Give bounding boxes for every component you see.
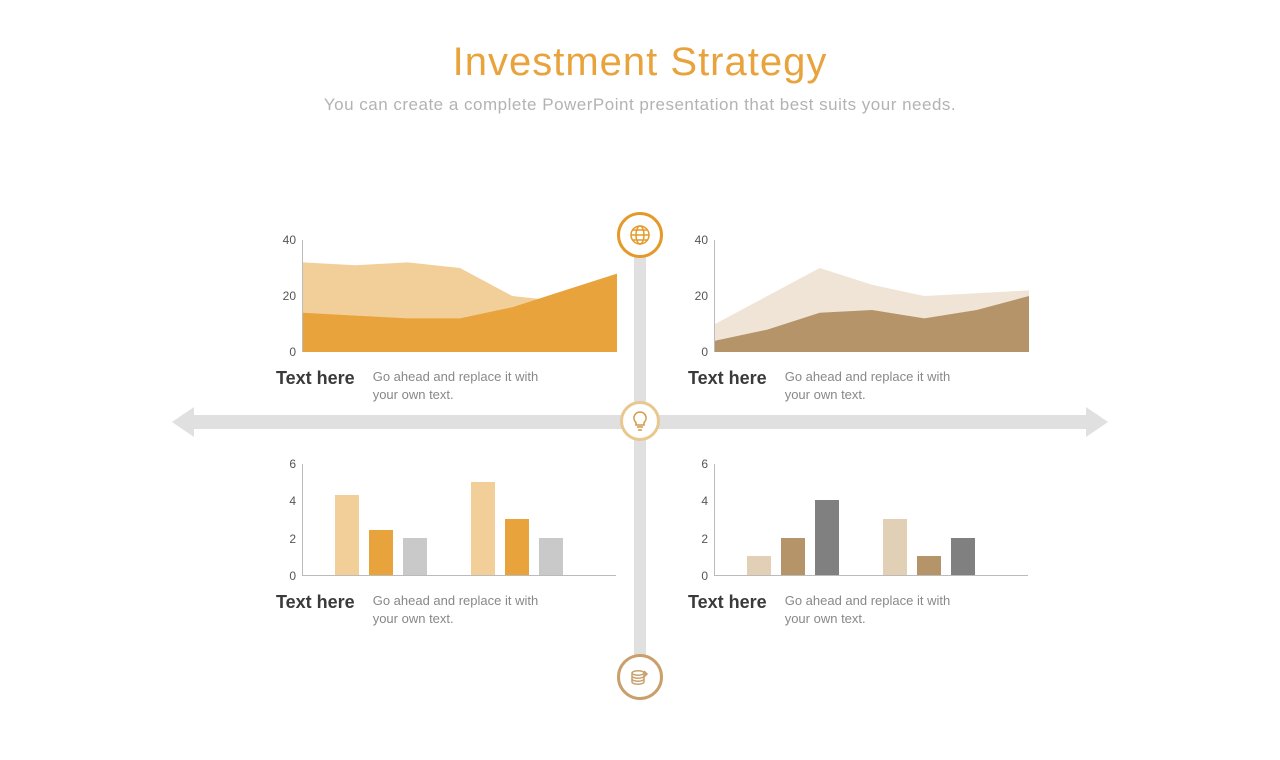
quad-label: Text here [688,368,767,404]
bar-chart-bl: 0246 [276,464,616,576]
node-top [617,212,663,258]
arrow-left-icon [172,407,194,437]
coins-icon [628,665,652,689]
bar [951,538,975,575]
yticks: 0246 [266,464,296,576]
globe-icon [628,223,652,247]
yticks: 0246 [678,464,708,576]
quadrant-top-right: 02040 Text here Go ahead and replace it … [688,240,1028,404]
ytick-label: 20 [695,289,708,303]
area-svg [715,240,1029,352]
quad-label: Text here [276,368,355,404]
quad-label: Text here [276,592,355,628]
quad-desc: Go ahead and replace it with your own te… [373,368,553,404]
ytick-label: 6 [701,457,708,471]
quadrant-bottom-left: 0246 Text here Go ahead and replace it w… [276,464,616,628]
bar [369,530,393,575]
bar [815,500,839,575]
bar [883,519,907,575]
ytick-label: 0 [289,345,296,359]
node-mid [620,401,660,441]
bar [505,519,529,575]
page-title: Investment Strategy [0,40,1280,85]
plot [302,240,616,352]
vertical-axis [634,225,646,695]
area-svg [303,240,617,352]
bar [335,495,359,575]
bar [747,556,771,575]
node-bot [617,654,663,700]
ytick-label: 4 [289,494,296,508]
plot [302,464,616,576]
ytick-label: 40 [283,233,296,247]
bar [539,538,563,575]
ytick-label: 0 [701,569,708,583]
quad-desc: Go ahead and replace it with your own te… [785,592,965,628]
yticks: 02040 [678,240,708,352]
page-subtitle: You can create a complete PowerPoint pre… [0,95,1280,115]
yticks: 02040 [266,240,296,352]
bar [781,538,805,575]
bar [403,538,427,575]
quad-label: Text here [688,592,767,628]
ytick-label: 20 [283,289,296,303]
plot [714,464,1028,576]
quadrant-bottom-right: 0246 Text here Go ahead and replace it w… [688,464,1028,628]
ytick-label: 2 [701,532,708,546]
ytick-label: 0 [289,569,296,583]
area-chart-tr: 02040 [688,240,1028,352]
area-chart-tl: 02040 [276,240,616,352]
quadrant-top-left: 02040 Text here Go ahead and replace it … [276,240,616,404]
ytick-label: 40 [695,233,708,247]
ytick-label: 4 [701,494,708,508]
bulb-icon [628,409,652,433]
quad-desc: Go ahead and replace it with your own te… [373,592,553,628]
quad-desc: Go ahead and replace it with your own te… [785,368,965,404]
ytick-label: 6 [289,457,296,471]
plot [714,240,1028,352]
bar-chart-br: 0246 [688,464,1028,576]
bar [917,556,941,575]
ytick-label: 0 [701,345,708,359]
arrow-right-icon [1086,407,1108,437]
bar [471,482,495,575]
ytick-label: 2 [289,532,296,546]
